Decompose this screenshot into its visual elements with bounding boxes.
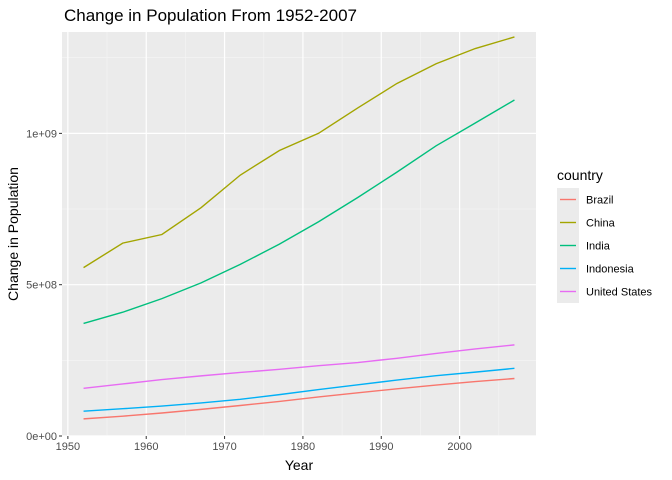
legend-label-united-states: United States: [586, 287, 653, 299]
x-axis-title: Year: [285, 457, 314, 473]
x-tick-label: 1950: [56, 441, 80, 453]
series-line-india: [83, 99, 515, 325]
legend-title: country: [557, 167, 603, 183]
x-axis-ticks: 1950 1960 1970 1980 1990 2000: [56, 436, 472, 453]
y-tick-label: 1e+09: [26, 128, 57, 140]
series-line-china: [83, 36, 515, 269]
y-tick-label: 5e+08: [26, 280, 57, 292]
minor-gridlines: [62, 32, 536, 436]
y-axis-title: Change in Population: [5, 167, 21, 301]
plot-panel: [62, 32, 536, 436]
series-line-united-states: [83, 344, 515, 390]
y-tick-label: 0e+00: [26, 431, 57, 443]
series-lines: [83, 36, 515, 420]
y-axis-ticks: 0e+00 5e+08 1e+09: [26, 128, 62, 443]
legend-label-brazil: Brazil: [586, 195, 614, 207]
chart-title: Change in Population From 1952-2007: [64, 6, 357, 25]
legend-label-india: India: [586, 241, 611, 253]
legend-label-indonesia: Indonesia: [586, 264, 635, 276]
major-gridlines: [62, 32, 536, 437]
x-tick-label: 1970: [212, 441, 236, 453]
legend: country Brazil China India Indonesia United …: [557, 167, 653, 303]
x-tick-label: 1960: [134, 441, 158, 453]
series-line-brazil: [83, 377, 515, 420]
legend-label-china: China: [586, 218, 616, 230]
x-tick-label: 1980: [291, 441, 315, 453]
x-tick-label: 1990: [369, 441, 393, 453]
series-line-indonesia: [83, 367, 515, 412]
x-tick-label: 2000: [447, 441, 471, 453]
